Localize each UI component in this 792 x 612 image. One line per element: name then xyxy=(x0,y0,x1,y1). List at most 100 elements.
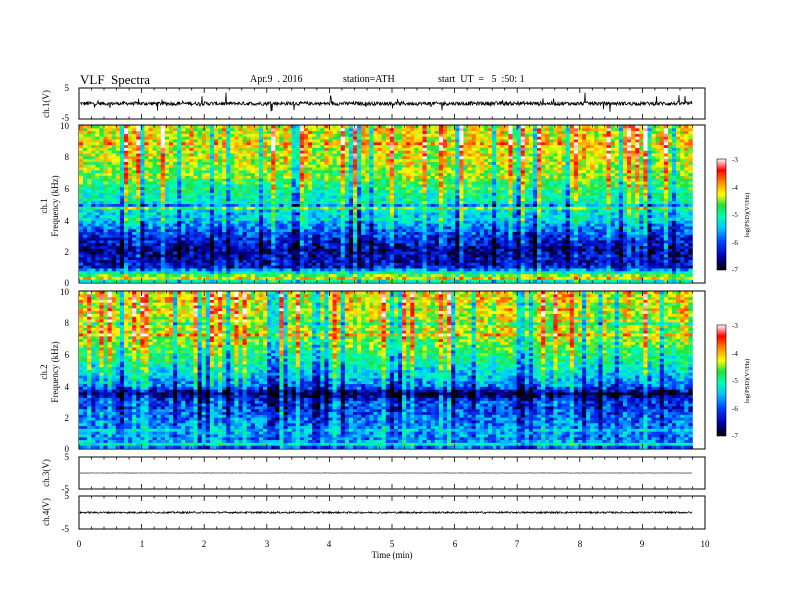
spectrogram-cell xyxy=(291,246,297,250)
spectrogram-cell xyxy=(303,167,309,171)
spectrogram-cell xyxy=(132,204,137,208)
spectrogram-cell xyxy=(324,232,329,236)
spectrogram-cell xyxy=(123,195,129,199)
spectrogram-cell xyxy=(205,195,211,199)
spectrogram-cell xyxy=(234,220,239,224)
spectrogram-cell xyxy=(438,226,444,230)
spectrogram-cell xyxy=(299,139,305,143)
spectrogram-cell xyxy=(209,218,215,222)
spectrogram-cell xyxy=(136,265,141,269)
spectrogram-cell xyxy=(271,279,276,283)
spectrogram-cell xyxy=(254,189,260,194)
spectrogram-cell xyxy=(201,212,207,216)
spectrogram-cell xyxy=(193,223,198,227)
spectrogram-cell xyxy=(250,215,256,219)
spectrogram-cell xyxy=(168,206,174,210)
spectrogram-cell xyxy=(267,125,272,129)
spectrogram-cell xyxy=(201,187,207,191)
spectrogram-cell xyxy=(185,125,190,129)
spectrogram-cell xyxy=(234,170,239,174)
spectrogram-cell xyxy=(316,246,321,250)
spectrogram-cell xyxy=(218,139,223,143)
spectrogram-cell xyxy=(79,240,84,244)
spectrogram-cell xyxy=(426,173,432,177)
spectrogram-cell xyxy=(140,187,145,191)
spectrogram-cell xyxy=(263,243,268,247)
spectrogram-cell xyxy=(312,139,317,143)
spectrogram-cell xyxy=(254,209,260,213)
spectrogram-cell xyxy=(287,181,292,185)
spectrogram-cell xyxy=(263,246,268,250)
spectrogram-cell xyxy=(291,237,297,241)
spectrogram-cell xyxy=(393,198,399,202)
spectrogram-cell xyxy=(201,175,207,180)
spectrogram-cell xyxy=(348,279,354,283)
spectrogram-cell xyxy=(132,189,137,194)
spectrogram-cell xyxy=(234,153,239,157)
spectrogram-cell xyxy=(197,226,202,230)
spectrogram-cell xyxy=(418,192,423,196)
spectrogram-cell xyxy=(222,201,227,205)
spectrogram-cell xyxy=(389,206,395,210)
spectrogram-cell xyxy=(164,170,170,174)
spectrogram-cell xyxy=(230,184,235,188)
spectrogram-cell xyxy=(295,237,301,241)
spectrogram-cell xyxy=(132,271,137,275)
spectrogram-cell xyxy=(291,204,297,208)
spectrogram-cell xyxy=(185,192,190,196)
spectrogram-cell xyxy=(79,257,84,261)
spectrogram-cell xyxy=(324,262,329,266)
spectrogram-cell xyxy=(299,234,305,238)
spectrogram-cell xyxy=(303,223,309,227)
spectrogram-cell xyxy=(344,128,350,132)
spectrogram-cell xyxy=(119,195,125,199)
spectrogram-cell xyxy=(406,161,411,166)
spectrogram-cell xyxy=(209,201,215,205)
spectrogram-cell xyxy=(316,128,321,132)
spectrogram-cell xyxy=(291,215,297,219)
spectrogram-cell xyxy=(332,274,337,278)
spectrogram-cell xyxy=(438,279,444,283)
spectrogram-cell xyxy=(271,271,276,275)
spectrogram-cell xyxy=(119,161,125,166)
spectrogram-cell xyxy=(222,184,227,188)
spectrogram-cell xyxy=(279,246,284,250)
spectrogram-cell xyxy=(242,173,247,177)
spectrogram-cell xyxy=(393,254,399,258)
spectrogram-cell xyxy=(418,262,423,266)
spectrogram-cell xyxy=(283,243,288,247)
spectrogram-cell xyxy=(193,142,198,146)
spectrogram-cell xyxy=(95,274,100,278)
spectrogram-cell xyxy=(230,198,235,202)
spectrogram-cell xyxy=(308,246,313,250)
spectrogram-cell xyxy=(275,175,280,180)
spectrogram-cell xyxy=(340,125,346,129)
spectrogram-cell xyxy=(271,226,276,230)
spectrogram-cell xyxy=(336,206,342,210)
spectrogram-cell xyxy=(136,159,141,163)
spectrogram-cell xyxy=(385,251,391,255)
spectrogram-cell xyxy=(348,170,354,174)
spectrogram-cell xyxy=(426,175,432,180)
spectrogram-cell xyxy=(353,178,358,182)
spectrogram-cell xyxy=(238,133,243,138)
spectrogram-cell xyxy=(136,226,141,230)
spectrogram-cell xyxy=(332,147,337,152)
spectrogram-cell xyxy=(385,220,391,224)
spectrogram-cell xyxy=(312,164,317,168)
spectrogram-cell xyxy=(119,226,125,230)
spectrogram-cell xyxy=(434,192,440,196)
spectrogram-cell xyxy=(353,262,358,266)
spectrogram-cell xyxy=(258,142,264,146)
spectrogram-cell xyxy=(430,265,436,269)
spectrogram-cell xyxy=(115,198,121,202)
spectrogram-cell xyxy=(213,145,219,149)
spectrogram-cell xyxy=(389,240,395,244)
spectrogram-cell xyxy=(250,265,256,269)
spectrogram-cell xyxy=(398,223,403,227)
spectrogram-cell xyxy=(316,251,321,255)
spectrogram-cell xyxy=(164,237,170,241)
spectrogram-cell xyxy=(430,125,436,129)
spectrogram-cell xyxy=(287,161,292,166)
spectrogram-cell xyxy=(160,136,166,140)
